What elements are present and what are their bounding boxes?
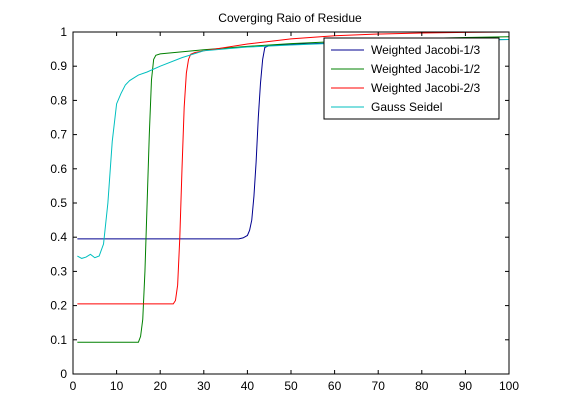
x-tick-label: 70 <box>372 379 386 393</box>
y-tick-label: 0.4 <box>50 230 67 244</box>
y-tick-label: 0.8 <box>50 93 67 107</box>
x-tick-label: 10 <box>110 379 124 393</box>
x-tick-label: 20 <box>154 379 168 393</box>
legend-box <box>323 37 500 120</box>
x-tick-label: 60 <box>328 379 342 393</box>
y-tick-label: 0 <box>60 367 67 381</box>
y-tick-label: 1 <box>60 25 67 39</box>
x-tick-label: 30 <box>197 379 211 393</box>
y-tick-label: 0.2 <box>50 299 67 313</box>
y-tick-label: 0.3 <box>50 264 67 278</box>
y-tick-label: 0.6 <box>50 162 67 176</box>
chart-title: Coverging Raio of Residue <box>218 11 362 25</box>
x-tick-label: 100 <box>499 379 519 393</box>
series-line-3 <box>77 31 510 305</box>
x-tick-label: 90 <box>459 379 473 393</box>
legend-label: Weighted Jacobi-1/3 <box>371 43 481 57</box>
legend-label: Weighted Jacobi-2/3 <box>371 81 481 95</box>
x-tick-label: 40 <box>241 379 255 393</box>
legend-label: Gauss Seidel <box>371 100 442 114</box>
x-tick-label: 0 <box>70 379 77 393</box>
y-tick-label: 0.7 <box>50 128 67 142</box>
y-tick-label: 0.9 <box>50 59 67 73</box>
x-tick-label: 50 <box>284 379 298 393</box>
legend: Weighted Jacobi-1/3 Weighted Jacobi-1/2 We… <box>323 37 500 120</box>
y-tick-label: 0.5 <box>50 196 67 210</box>
legend-label: Weighted Jacobi-1/2 <box>371 62 481 76</box>
y-tick-label: 0.1 <box>50 333 67 347</box>
x-tick-label: 80 <box>415 379 429 393</box>
axis-ticks: 0 10 20 30 40 50 60 70 80 90 100 0 0.1 0.2 0.3 0.4 0.5 0.… <box>50 25 519 393</box>
